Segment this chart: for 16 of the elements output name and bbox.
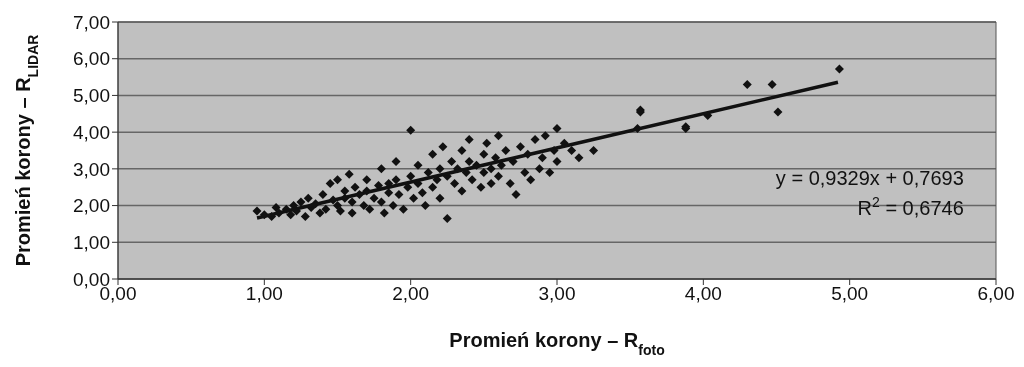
y-tick-label: 4,00 [73, 121, 110, 143]
y-tick-label: 3,00 [73, 158, 110, 180]
y-tick-label: 7,00 [73, 11, 110, 33]
y-tick-label: 1,00 [73, 232, 110, 254]
x-tick-label: 2,00 [392, 283, 430, 305]
x-tick-label: 4,00 [684, 283, 722, 305]
x-tick-label: 5,00 [831, 283, 869, 305]
y-tick-label: 6,00 [73, 48, 110, 70]
x-axis-title: Promień korony – R$_{foto}$ [449, 329, 665, 358]
annotation: y = 0,9329x + 0,7693 [775, 167, 964, 190]
x-tick-label: 1,00 [245, 283, 283, 305]
x-tick-label: 3,00 [538, 283, 576, 305]
y-tick-label: 2,00 [73, 195, 110, 217]
x-tick-label: 6,00 [977, 283, 1015, 305]
y-tick-label: 5,00 [73, 85, 110, 107]
annotation: R$^{2}$ = 0,6746 [857, 193, 964, 219]
